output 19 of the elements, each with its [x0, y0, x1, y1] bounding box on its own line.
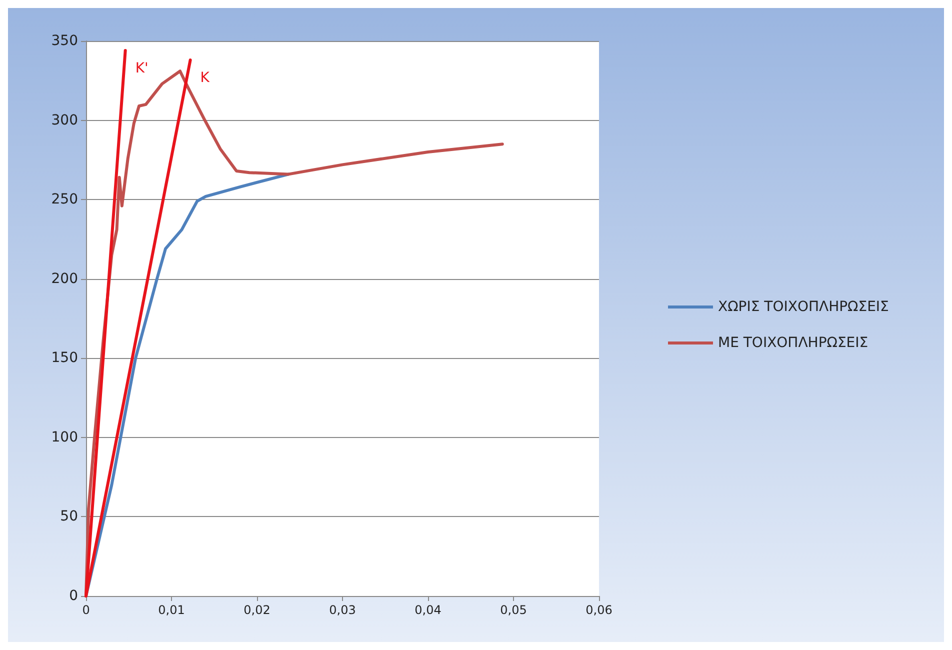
y-tick-label: 350	[51, 33, 78, 49]
y-tick-label: 150	[51, 350, 78, 366]
x-tick-label: 0,01	[158, 603, 185, 617]
series-label: K'	[135, 60, 148, 77]
x-tick-label: 0,03	[329, 603, 356, 617]
x-tick-label: 0,06	[586, 603, 612, 617]
y-tick-label: 250	[51, 192, 78, 208]
y-tick-label: 100	[51, 429, 78, 446]
x-tick-label: 0,02	[244, 603, 270, 617]
y-tick-label: 200	[51, 270, 78, 287]
x-tick-label: 0,05	[500, 603, 527, 617]
legend-label: ΜΕ ΤΟΙΧΟΠΛΗΡΩΣΕΙΣ	[718, 335, 868, 351]
x-tick-label: 0,04	[414, 603, 442, 617]
x-tick-label: 0	[82, 603, 90, 617]
series-label: K	[200, 70, 210, 86]
y-tick-label: 0	[69, 588, 78, 604]
y-tick-label: 300	[51, 112, 78, 128]
y-tick-label: 50	[60, 508, 78, 525]
legend-label: ΧΩΡΙΣ ΤΟΙΧΟΠΛΗΡΩΣΕΙΣ	[718, 299, 889, 315]
